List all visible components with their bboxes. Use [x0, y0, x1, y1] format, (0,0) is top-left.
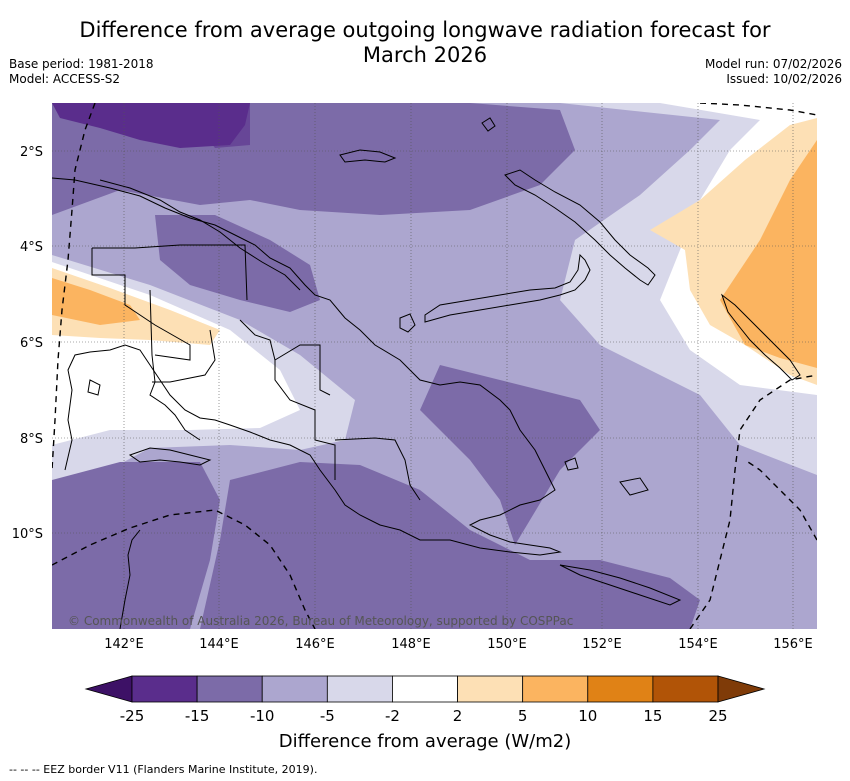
lat-labels: 2°S 4°S 6°S 8°S 10°S: [12, 145, 43, 542]
eez-legend-note: -- -- -- EEZ border V11 (Flanders Marine…: [9, 763, 318, 776]
colorbar-title: Difference from average (W/m2): [278, 731, 572, 752]
province-border-5: [274, 344, 331, 396]
title-line-2: March 2026: [362, 43, 488, 67]
anomaly-field: [52, 103, 817, 629]
lon-label: 148°E: [391, 637, 431, 652]
lat-label: 2°S: [20, 145, 43, 160]
eez-east: [744, 459, 817, 541]
colorbar-tick-label: -25: [120, 707, 145, 725]
lon-labels: 142°E 144°E 146°E 148°E 150°E 152°E 154°…: [104, 637, 813, 652]
new-guinea-coast: [52, 177, 562, 556]
coastlines: [52, 117, 801, 629]
lon-label: 150°E: [487, 637, 527, 652]
province-border-4: [152, 329, 216, 383]
field-orange-west: [52, 278, 140, 325]
colorbar-arrow-min: [84, 675, 133, 703]
province-border-2: [91, 248, 191, 361]
colorbar-segment: [131, 675, 198, 703]
colorbar: -25 -15 -10 -5 -2 2 5 10 15 25: [84, 675, 766, 725]
small-island-2: [399, 313, 416, 333]
colorbar-tick-label: -10: [250, 707, 275, 725]
indonesia-png-border: [149, 289, 201, 441]
base-period: Base period: 1981-2018: [9, 57, 154, 71]
lon-label: 156°E: [773, 637, 813, 652]
louisiade-islands: [559, 564, 682, 606]
bougainville: [720, 293, 801, 381]
eez-north-west: [52, 103, 96, 471]
new-ireland: [504, 169, 656, 286]
trobriand: [564, 457, 579, 471]
field-purple-west-south: [52, 462, 220, 629]
colorbar-tick-label: 5: [518, 707, 528, 725]
model-name: Model: ACCESS-S2: [9, 72, 121, 86]
colorbar-tick-label: 10: [578, 707, 597, 725]
eez-south-west: [52, 509, 316, 629]
colorbar-segment: [652, 675, 719, 703]
eez-south-east: [689, 374, 817, 629]
title-line-1: Difference from average outgoing longwav…: [79, 18, 771, 42]
north-coast-detail: [99, 179, 301, 291]
colorbar-segment: [261, 675, 328, 703]
colorbar-tick-label: -15: [185, 707, 210, 725]
field-purple-central: [420, 365, 600, 545]
lat-label: 8°S: [20, 432, 43, 447]
lat-label: 6°S: [20, 336, 43, 351]
colorbar-tick-label: 15: [643, 707, 662, 725]
admin-borders: [91, 244, 421, 501]
small-island-1: [481, 117, 496, 132]
field-dark-purple-2: [180, 103, 250, 148]
field-purple-blob: [155, 215, 320, 312]
field-pale-orange-west: [52, 268, 220, 345]
meta-right: Model run: 07/02/2026 Issued: 10/02/2026: [705, 57, 842, 87]
copyright-notice: © Commonwealth of Australia 2026, Bureau…: [68, 614, 574, 628]
new-britain: [424, 253, 591, 323]
chart-title: Difference from average outgoing longwav…: [0, 18, 850, 68]
lon-label: 154°E: [678, 637, 718, 652]
eez-north-east: [699, 103, 817, 116]
colorbar-segment: [457, 675, 524, 703]
colorbar-segment: [196, 675, 263, 703]
lon-label: 152°E: [582, 637, 622, 652]
dentrecasteaux: [619, 477, 649, 496]
lon-label: 142°E: [104, 637, 144, 652]
colorbar-tick-label: -2: [385, 707, 400, 725]
lon-label: 144°E: [199, 637, 239, 652]
field-purple-south: [200, 462, 700, 629]
colorbar-segment: [392, 675, 458, 703]
colorbar-arrow-max: [717, 675, 766, 703]
colorbar-segment: [326, 675, 393, 703]
meta-left: Base period: 1981-2018 Model: ACCESS-S2: [9, 57, 154, 87]
province-border-1: [92, 244, 248, 301]
torres-islands: [128, 447, 212, 466]
frederik-hendrik: [87, 379, 101, 396]
province-border-6: [334, 437, 421, 501]
eez-borders: [52, 103, 817, 629]
colorbar-tick-label: -5: [320, 707, 335, 725]
manus-island: [339, 149, 397, 163]
province-border-3: [239, 319, 336, 480]
colorbar-segment: [522, 675, 589, 703]
colorbar-segment: [587, 675, 654, 703]
lon-label: 146°E: [295, 637, 335, 652]
colorbar-tick-label: 25: [708, 707, 727, 725]
lat-label: 4°S: [20, 240, 43, 255]
model-run: Model run: 07/02/2026: [704, 57, 842, 71]
colorbar-tick-label: 2: [453, 707, 463, 725]
issued-date: Issued: 10/02/2026: [726, 72, 842, 86]
cape-york: [119, 529, 141, 629]
lat-label: 10°S: [12, 527, 43, 542]
